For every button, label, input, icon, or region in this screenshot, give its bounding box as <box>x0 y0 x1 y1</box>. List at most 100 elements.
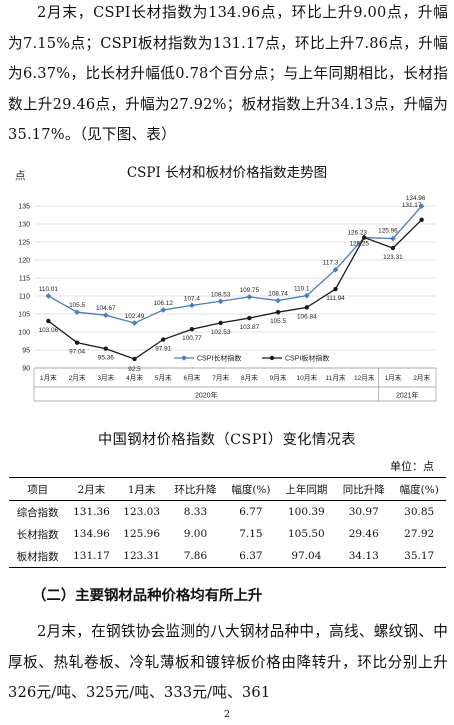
section-heading: （二）主要钢材品种价格均有所上升 <box>32 587 263 604</box>
data-label: 123.31 <box>383 254 403 261</box>
x-tick-label: 5月末 <box>155 373 172 382</box>
y-tick-label: 115 <box>19 276 30 283</box>
data-point <box>390 245 396 251</box>
data-label: 110.01 <box>39 286 59 293</box>
legend-label: CSPI长材指数 <box>197 354 241 363</box>
table-cell: 34.13 <box>335 545 393 568</box>
data-point <box>131 320 138 326</box>
series-line <box>47 219 423 360</box>
legend-marker <box>181 355 187 361</box>
table-cell: 35.17 <box>392 545 446 568</box>
x-tick-label: 2月末 <box>69 373 86 382</box>
data-label: 102.53 <box>211 329 231 336</box>
data-point <box>46 318 51 324</box>
data-point <box>132 356 137 362</box>
data-point <box>275 297 281 304</box>
x-tick-label: 7月末 <box>212 373 229 382</box>
table-row: 板材指数 131.17 123.31 7.86 6.37 97.04 34.13… <box>9 545 446 568</box>
series-line <box>48 205 423 324</box>
header-yoy-change: 同比升降 <box>335 477 393 501</box>
data-point <box>333 286 338 292</box>
data-label: 126.23 <box>347 230 367 237</box>
data-label: 103.87 <box>240 324 260 331</box>
x-tick-label: 1月末 <box>40 373 57 382</box>
table-cell: 30.85 <box>404 506 435 518</box>
y-tick-label: 120 <box>18 258 30 265</box>
x-tick-label: 1月末 <box>384 373 401 382</box>
data-label: 107.4 <box>184 295 200 302</box>
table-cell: 长材指数 <box>16 528 59 541</box>
data-label: 108.74 <box>268 291 288 298</box>
table-cell: 123.31 <box>116 545 167 568</box>
x-tick-label: 6月末 <box>183 373 200 382</box>
page-number: 2 <box>223 709 231 720</box>
table-cell: 7.86 <box>166 545 225 568</box>
y-tick-label: 95 <box>22 348 30 355</box>
data-label: 134.96 <box>406 195 426 202</box>
data-label: 100.77 <box>182 335 202 342</box>
header-jan: 1月末 <box>116 477 167 501</box>
table-cell: 板材指数 <box>9 545 67 568</box>
data-point <box>419 217 424 222</box>
table-title: 中国钢材价格指数（CSPI）变化情况表 <box>97 432 357 448</box>
table-unit: 单位：点 <box>390 460 434 473</box>
data-point <box>362 235 367 240</box>
year-label: 2020年 <box>195 391 218 400</box>
data-label: 104.67 <box>96 305 116 312</box>
price-index-chart: CSPI 长材和板材价格指数走势图 点 90 95 100 105 110 115 120 1… <box>15 165 437 402</box>
y-tick-label: 110 <box>19 294 30 301</box>
data-point <box>189 327 195 332</box>
table-header-row: 项目 2月末 1月末 环比升降 幅度(%) 上年同期 同比升降 幅度(%) <box>9 477 446 501</box>
table-cell: 29.46 <box>348 528 379 540</box>
body-paragraph: 2月末，在钢铁协会监测的八大钢材品种中，高线、螺纹钢、中厚板、热轧卷板、冷轧薄板… <box>8 623 448 702</box>
data-point <box>74 340 80 345</box>
data-label: 106.12 <box>153 300 173 307</box>
data-label: 109.75 <box>240 287 260 294</box>
table-cell: 131.36 <box>73 506 110 518</box>
table-cell: 6.77 <box>239 506 263 518</box>
table-cell: 105.50 <box>287 528 325 540</box>
data-label: 105.5 <box>270 318 286 325</box>
table-cell: 97.04 <box>277 545 336 568</box>
data-point <box>218 320 223 326</box>
table-row: 长材指数 134.96 125.96 9.00 7.15 105.50 29.4… <box>9 523 446 545</box>
data-label: 131.17 <box>402 202 422 209</box>
data-label: 117.3 <box>323 260 339 267</box>
table-cell: 8.33 <box>183 506 208 518</box>
data-point <box>303 292 310 299</box>
year-label: 2021年 <box>396 391 419 400</box>
cspi-table: 项目 2月末 1月末 环比升降 幅度(%) 上年同期 同比升降 幅度(%) 综合… <box>9 477 446 568</box>
table-cell: 131.17 <box>66 545 117 568</box>
data-point <box>103 346 108 351</box>
table-cell: 30.97 <box>348 506 379 518</box>
header-item: 项目 <box>9 477 67 501</box>
data-label: 97.04 <box>69 349 85 356</box>
data-label: 92.5 <box>128 366 141 373</box>
legend-marker <box>269 355 275 361</box>
data-point <box>189 302 195 309</box>
x-tick-label: 2月末 <box>413 373 430 382</box>
data-label: 105.5 <box>69 302 85 309</box>
x-tick-label: 8月末 <box>241 373 258 382</box>
table-row: 综合指数 131.36 123.03 8.33 6.77 100.39 30.9… <box>9 501 446 524</box>
y-tick-label: 90 <box>22 366 30 373</box>
data-point <box>246 294 253 300</box>
data-point <box>217 298 224 305</box>
table-cell: 100.39 <box>287 506 325 518</box>
intro-paragraph: 2月末，CSPI长材指数为134.96点，环比上升9.00点，升幅为7.15%点… <box>8 4 448 144</box>
data-label: 126.25 <box>349 241 369 248</box>
header-mom-change: 环比升降 <box>166 477 225 501</box>
data-label: 95.36 <box>98 355 114 362</box>
y-tick-label: 125 <box>18 240 30 247</box>
y-axis-unit: 点 <box>15 170 26 182</box>
data-label: 106.84 <box>297 313 317 320</box>
y-tick-label: 135 <box>18 204 30 211</box>
table-cell: 6.37 <box>224 545 278 568</box>
table-cell: 27.92 <box>404 528 435 540</box>
y-tick-label: 100 <box>18 330 30 337</box>
data-point <box>161 337 166 342</box>
header-feb: 2月末 <box>66 477 117 501</box>
x-tick-label: 10月末 <box>297 373 318 382</box>
data-point <box>390 235 396 242</box>
table-cell: 7.15 <box>239 528 263 540</box>
